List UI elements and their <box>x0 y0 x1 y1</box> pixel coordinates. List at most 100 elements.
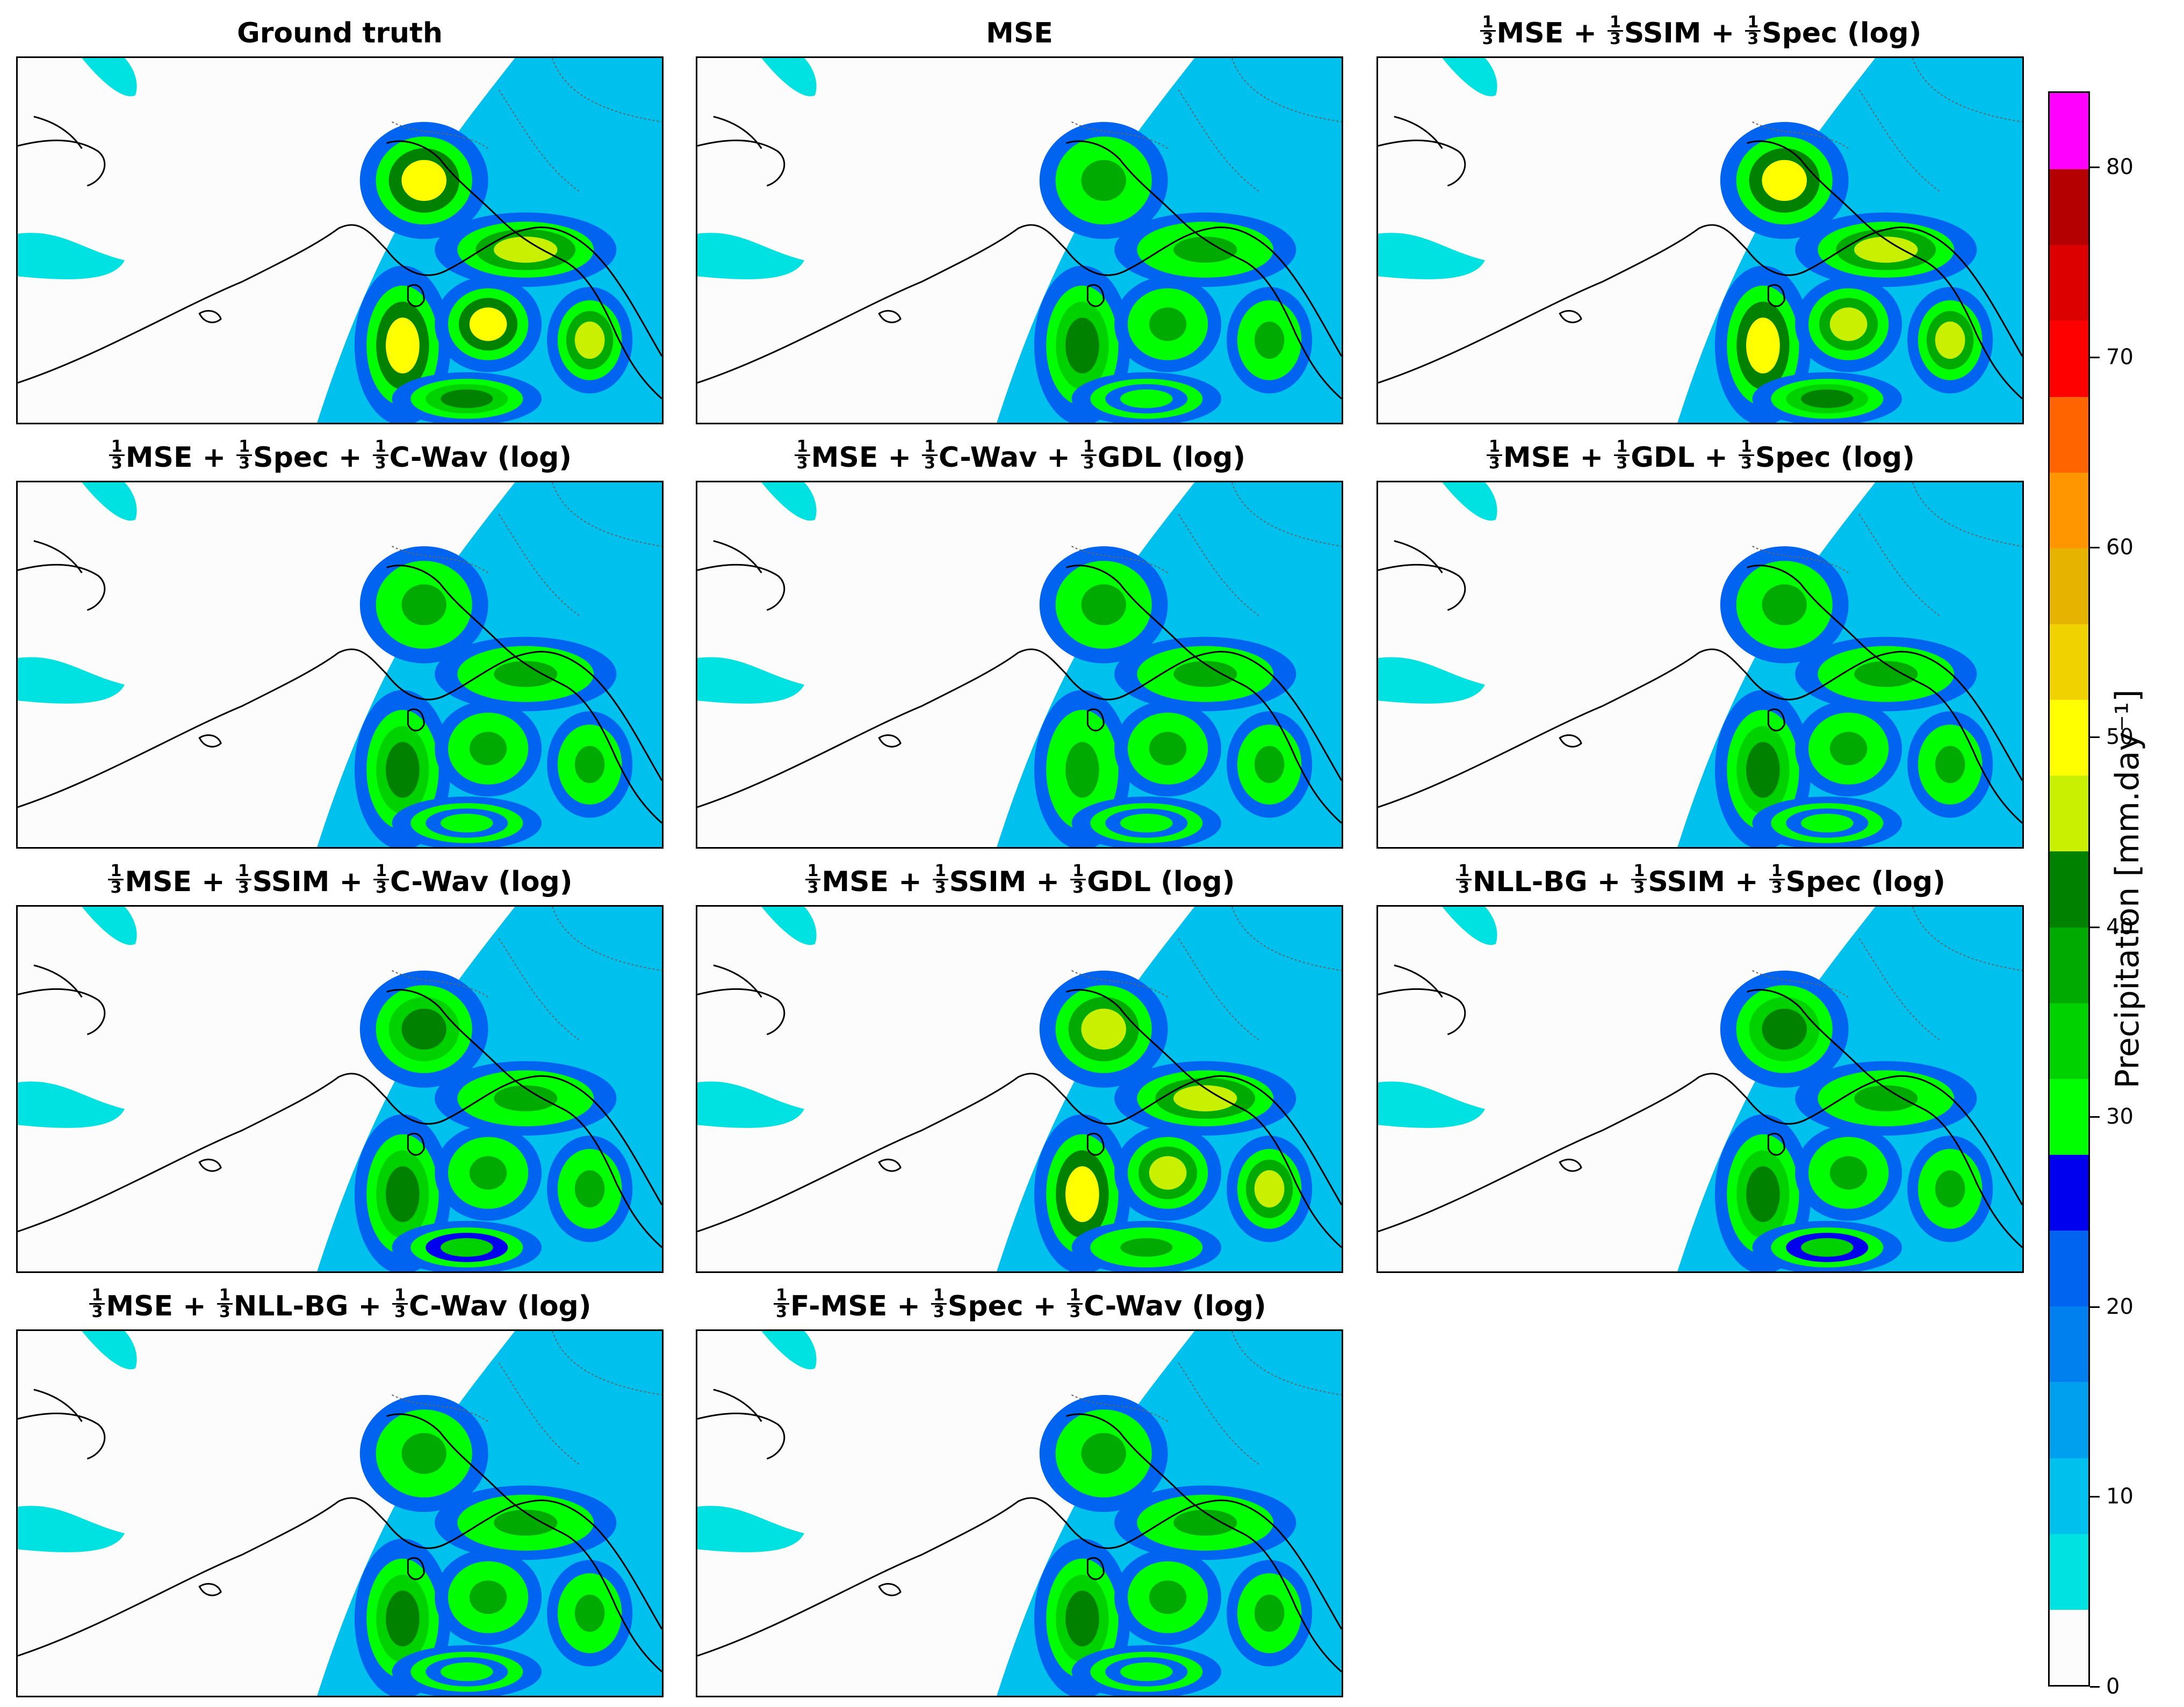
colorbar-segment <box>2050 1002 2088 1079</box>
map-panel <box>696 481 1343 849</box>
panel-title: 1 3 MSE + 1 3 Spec + 1 3 C-Wav (log) <box>16 438 664 476</box>
precip-cell <box>401 1008 447 1050</box>
panel-title-text: Spec (log) <box>1755 442 1915 474</box>
colorbar-segment <box>2050 93 2088 170</box>
colorbar-tick <box>2090 1116 2100 1118</box>
precip-cell <box>441 1238 493 1257</box>
precip-cell <box>1935 1170 1965 1208</box>
panel-title-text: C-Wav + <box>939 442 1080 474</box>
coastline <box>1066 989 1342 1248</box>
precip-swath <box>18 482 137 704</box>
coastline <box>697 540 785 611</box>
colorbar-segment <box>2050 699 2088 776</box>
map-panel <box>16 1329 664 1697</box>
panel-title-text: MSE + <box>106 1290 216 1322</box>
panel-title: 1 3 MSE + 1 3 GDL + 1 3 Spec (log) <box>1376 438 2024 476</box>
coastline <box>1066 565 1342 824</box>
colorbar-segment <box>2050 927 2088 1003</box>
panel-title-text: C-Wav (log) <box>1084 1290 1266 1322</box>
precip-cell <box>494 661 558 688</box>
colorbar-tick <box>2090 1496 2100 1498</box>
coastline <box>697 648 1342 808</box>
panel-title: MSE <box>696 15 1343 52</box>
panel-title-text: GDL (log) <box>1087 866 1235 898</box>
precip-cell <box>1746 742 1780 798</box>
precip-cell <box>1801 1238 1854 1257</box>
coastline <box>697 964 785 1036</box>
colorbar-segment <box>2050 244 2088 321</box>
coastline <box>386 565 662 824</box>
country-border <box>1071 1331 1342 1465</box>
coastline <box>18 540 106 611</box>
precip-cell <box>1149 732 1187 765</box>
coastline <box>1378 964 1466 1036</box>
panel-title-text: GDL + <box>1631 442 1738 474</box>
coastline <box>198 734 222 748</box>
precip-swath <box>18 58 137 279</box>
precip-cell <box>1746 1166 1780 1223</box>
coastline <box>878 310 902 323</box>
precip-cell <box>1762 584 1807 626</box>
precip-cell <box>1762 160 1807 201</box>
precip-swath <box>1378 907 1497 1128</box>
colorbar <box>2048 91 2090 1687</box>
coastline <box>386 140 662 400</box>
precip-swath <box>18 1331 137 1552</box>
precip-cell <box>1254 746 1285 784</box>
colorbar-segment <box>2050 1154 2088 1231</box>
precip-cell <box>469 307 507 341</box>
precip-cell <box>441 814 493 833</box>
colorbar-tick <box>2090 926 2100 928</box>
precip-cell <box>1173 1085 1237 1112</box>
panel-title-text: MSE + <box>125 442 236 474</box>
coastline <box>1378 224 2022 384</box>
precip-swath <box>697 907 817 1128</box>
panel-title-text: GDL (log) <box>1097 442 1246 474</box>
colorbar-segment <box>2050 472 2088 548</box>
coastline <box>386 989 662 1248</box>
panel-title-text: Spec (log) <box>1785 866 1945 898</box>
colorbar-tick <box>2090 357 2100 358</box>
panel-title-text: C-Wav (log) <box>389 442 572 474</box>
panel-title-text: MSE + <box>821 866 932 898</box>
coastline <box>407 708 425 732</box>
panel-title-text: SSIM + <box>1624 17 1745 49</box>
coastline <box>198 310 222 323</box>
panel-title-text: Ground truth <box>237 17 443 49</box>
precip-cell <box>386 317 420 374</box>
coastline <box>1747 140 2022 400</box>
coastline <box>407 1132 425 1156</box>
coastline <box>1086 1132 1105 1156</box>
precip-cell <box>469 1580 507 1614</box>
coastline <box>1559 734 1582 748</box>
coastline <box>198 1583 222 1596</box>
coastline <box>878 1159 902 1172</box>
precip-cell <box>1149 1580 1187 1614</box>
colorbar-segment <box>2050 169 2088 245</box>
colorbar-segment <box>2050 851 2088 928</box>
panel-title-text: SSIM + <box>252 866 373 898</box>
coastline <box>1066 140 1342 400</box>
panel-title-text: MSE + <box>811 442 921 474</box>
precip-cell <box>1829 732 1868 765</box>
panel-title: 1 3 MSE + 1 3 SSIM + 1 3 C-Wav (log) <box>16 863 664 901</box>
colorbar-segment <box>2050 775 2088 852</box>
panel-title: 1 3 MSE + 1 3 NLL-BG + 1 3 C-Wav (log) <box>16 1287 664 1325</box>
panel-title-text: MSE + <box>125 866 235 898</box>
colorbar-segment <box>2050 320 2088 397</box>
map-panel <box>696 905 1343 1273</box>
coastline <box>1378 1073 2022 1233</box>
